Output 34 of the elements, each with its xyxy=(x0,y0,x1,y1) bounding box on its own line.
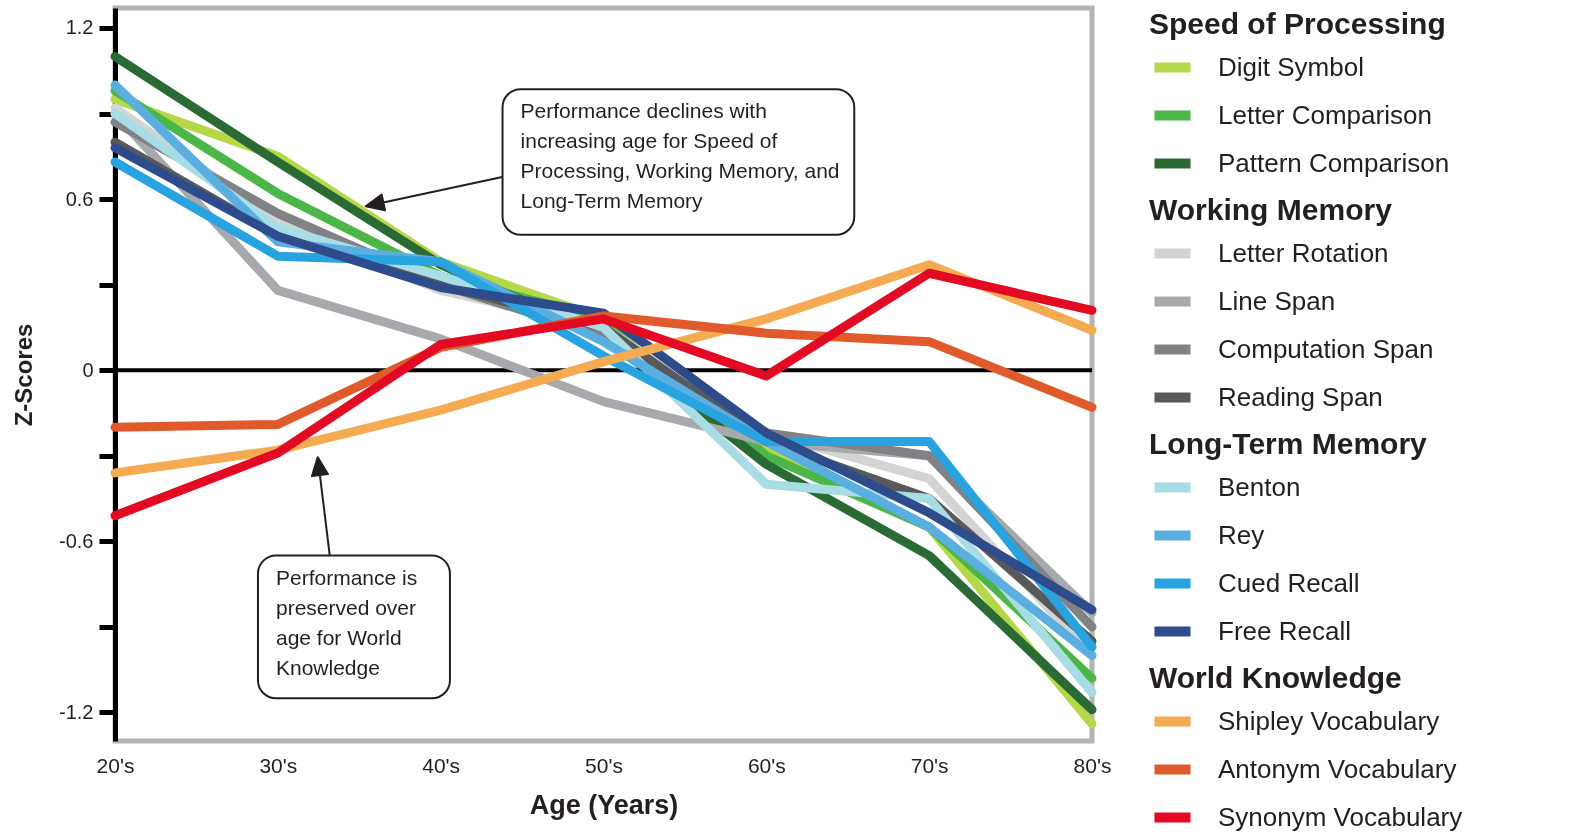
y-axis-title: Z-Scores xyxy=(10,323,38,427)
x-tick-label: 50's xyxy=(585,753,623,777)
y-tick-label: -0.6 xyxy=(59,529,94,552)
x-tick-label: 60's xyxy=(747,753,786,777)
legend-label: Shipley Vocabulary xyxy=(1218,705,1440,736)
annotation: Performance declines with increasing age for Speed of Processing, Working Memory, and Long-Term Memory xyxy=(520,99,840,213)
legend-label: Cued Recall xyxy=(1218,567,1360,598)
x-axis-title: Age (Years) xyxy=(529,789,679,820)
text: Working Memory xyxy=(1149,193,1393,226)
y-tick-label: 0.6 xyxy=(65,187,94,210)
text: World Knowledge xyxy=(1149,661,1402,694)
y-tick-label: 1.2 xyxy=(65,16,94,39)
y-tick-label: 0 xyxy=(82,358,94,381)
legend-label: Letter Rotation xyxy=(1218,237,1389,268)
x-tick-label: 70's xyxy=(910,753,949,777)
legend-label: Pattern Comparison xyxy=(1218,147,1450,178)
legend-label: Free Recall xyxy=(1218,615,1351,646)
annotation: Performance is preserved over age for World Knowledge xyxy=(275,565,418,679)
legend-label: Digit Symbol xyxy=(1218,51,1364,82)
text: Long-Term Memory xyxy=(1149,427,1428,460)
legend-label: Benton xyxy=(1218,471,1301,502)
text: Speed of Processing xyxy=(1149,7,1446,40)
x-tick-label: 80's xyxy=(1073,753,1112,777)
x-tick-label: 20's xyxy=(96,753,135,777)
legend-label: Letter Comparison xyxy=(1218,99,1432,130)
legend-label: Reading Span xyxy=(1218,381,1383,412)
legend-label: Rey xyxy=(1218,519,1265,550)
legend-label: Line Span xyxy=(1218,285,1336,316)
legend-label: Antonym Vocabulary xyxy=(1218,753,1457,784)
x-tick-label: 30's xyxy=(259,753,298,777)
legend-label: Computation Span xyxy=(1218,333,1434,364)
legend-label: Synonym Vocabulary xyxy=(1218,801,1463,832)
y-tick-label: -1.2 xyxy=(59,700,94,723)
x-tick-label: 40's xyxy=(422,753,461,777)
